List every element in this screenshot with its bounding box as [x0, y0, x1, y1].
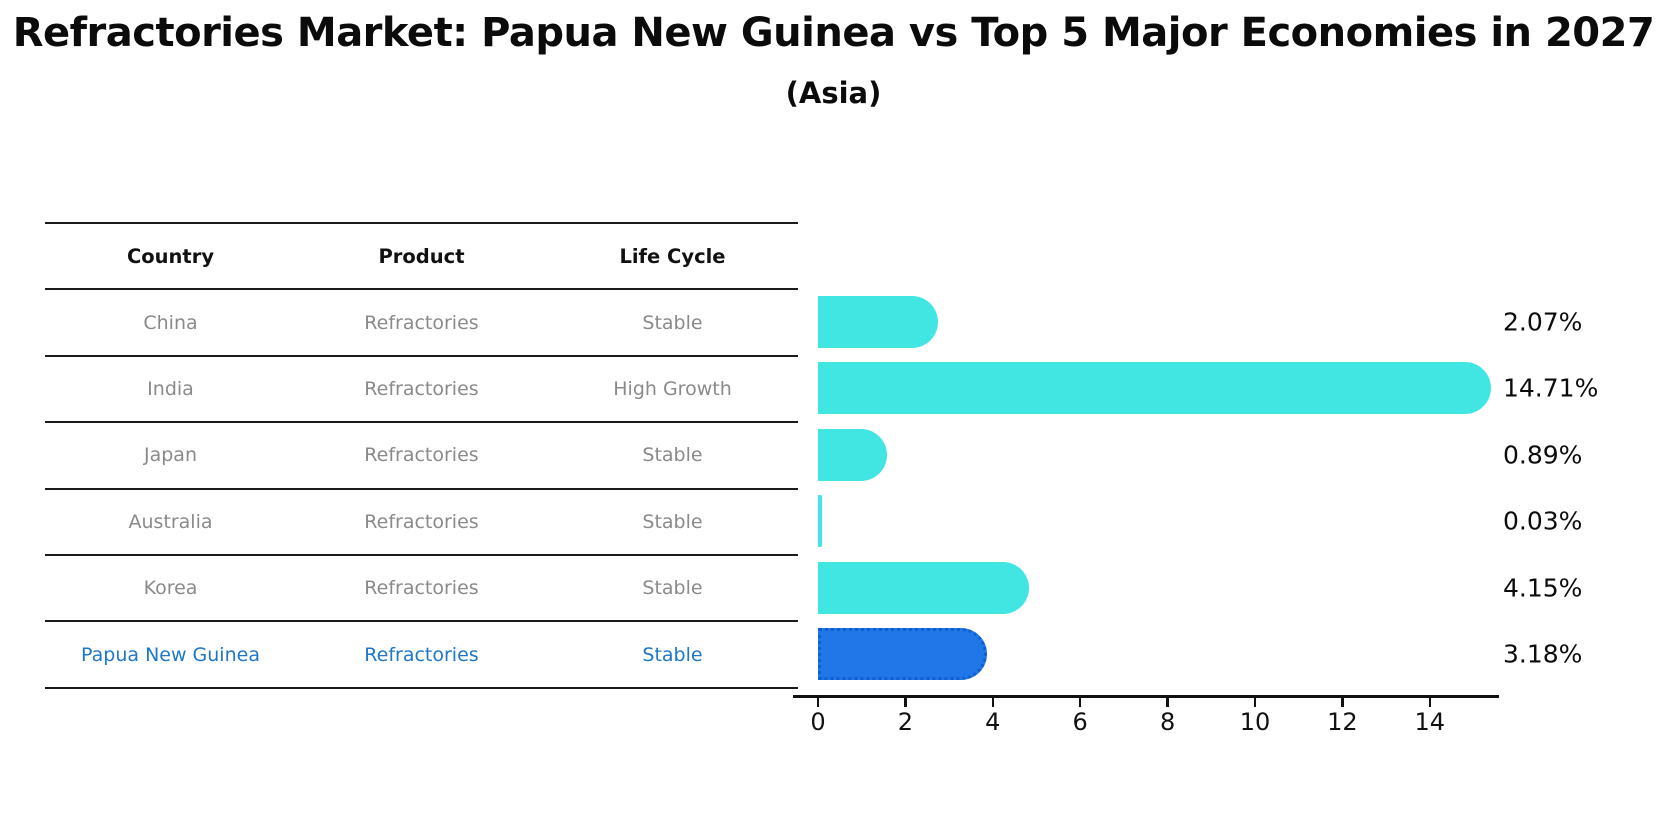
table-row: Australia Refractories Stable	[45, 487, 798, 554]
x-axis-tick	[1166, 697, 1169, 707]
bar-value-label: 0.03%	[1503, 506, 1583, 536]
cell-country: China	[143, 311, 198, 334]
bar-value-label: 4.15%	[1503, 573, 1583, 603]
x-axis-tick	[816, 697, 820, 707]
cell-country: Papua New Guinea	[81, 643, 260, 666]
cell-product: Refractories	[364, 311, 479, 334]
cell-country: India	[147, 377, 194, 400]
x-axis-tick-label: 8	[1159, 708, 1176, 736]
cell-lifecycle: Stable	[642, 311, 703, 334]
bar-japan	[818, 428, 887, 481]
data-table: Country Product Life Cycle China Refractorie…	[45, 222, 798, 689]
x-axis-tick-label: 6	[1072, 708, 1088, 736]
cell-lifecycle: Stable	[642, 510, 703, 533]
bar-australia	[818, 495, 823, 548]
cell-lifecycle: High Growth	[613, 377, 732, 400]
table-header-row: Country Product Life Cycle	[45, 222, 798, 288]
page-title: Refractories Market: Papua New Guinea vs…	[12, 10, 1655, 56]
x-axis-tick	[1078, 697, 1082, 707]
column-header-country: Country	[126, 244, 215, 268]
x-axis-tick	[1253, 697, 1257, 707]
bar-india	[818, 362, 1491, 415]
cell-lifecycle: Stable	[642, 444, 703, 467]
cell-product: Refractories	[364, 377, 479, 400]
bar-korea	[818, 561, 1030, 614]
x-axis-tick	[904, 697, 907, 707]
bar-value-label: 2.07%	[1503, 307, 1583, 337]
page-subtitle: (Asia)	[785, 76, 882, 110]
cell-product: Refractories	[364, 444, 479, 467]
bar-value-label: 14.71%	[1503, 373, 1599, 403]
cell-country: Korea	[143, 577, 198, 600]
x-axis-tick-label: 10	[1239, 708, 1271, 736]
x-axis-tick-label: 0	[810, 708, 826, 736]
column-header-product: Product	[378, 244, 465, 268]
cell-lifecycle: Stable	[642, 577, 703, 600]
bar-value-label: 3.18%	[1503, 639, 1583, 669]
x-axis-tick-label: 14	[1414, 708, 1446, 736]
bar-value-label: 0.89%	[1503, 440, 1583, 470]
x-axis-tick-label: 12	[1327, 708, 1358, 736]
x-axis-tick-label: 2	[897, 708, 914, 736]
table-row: Japan Refractories Stable	[45, 421, 798, 487]
x-axis-tick	[1341, 697, 1344, 707]
table-row: Korea Refractories Stable	[45, 553, 798, 620]
table-row: India Refractories High Growth	[45, 354, 798, 421]
bar-papua-new-guinea	[818, 628, 987, 680]
column-header-lifecycle: Life Cycle	[619, 244, 726, 268]
x-axis-tick-label: 4	[985, 708, 1001, 736]
cell-product: Refractories	[364, 643, 479, 666]
cell-product: Refractories	[364, 577, 479, 600]
table-row: Papua New Guinea Refractories Stable	[45, 620, 798, 686]
cell-lifecycle: Stable	[642, 643, 703, 666]
cell-country: Japan	[144, 444, 197, 467]
cell-product: Refractories	[364, 510, 479, 533]
table-row: China Refractories Stable	[45, 288, 798, 354]
x-axis-tick	[991, 697, 995, 707]
cell-country: Australia	[128, 510, 213, 533]
x-axis-tick	[1428, 697, 1432, 707]
x-axis-line	[793, 695, 1499, 698]
bar-china	[818, 296, 939, 348]
